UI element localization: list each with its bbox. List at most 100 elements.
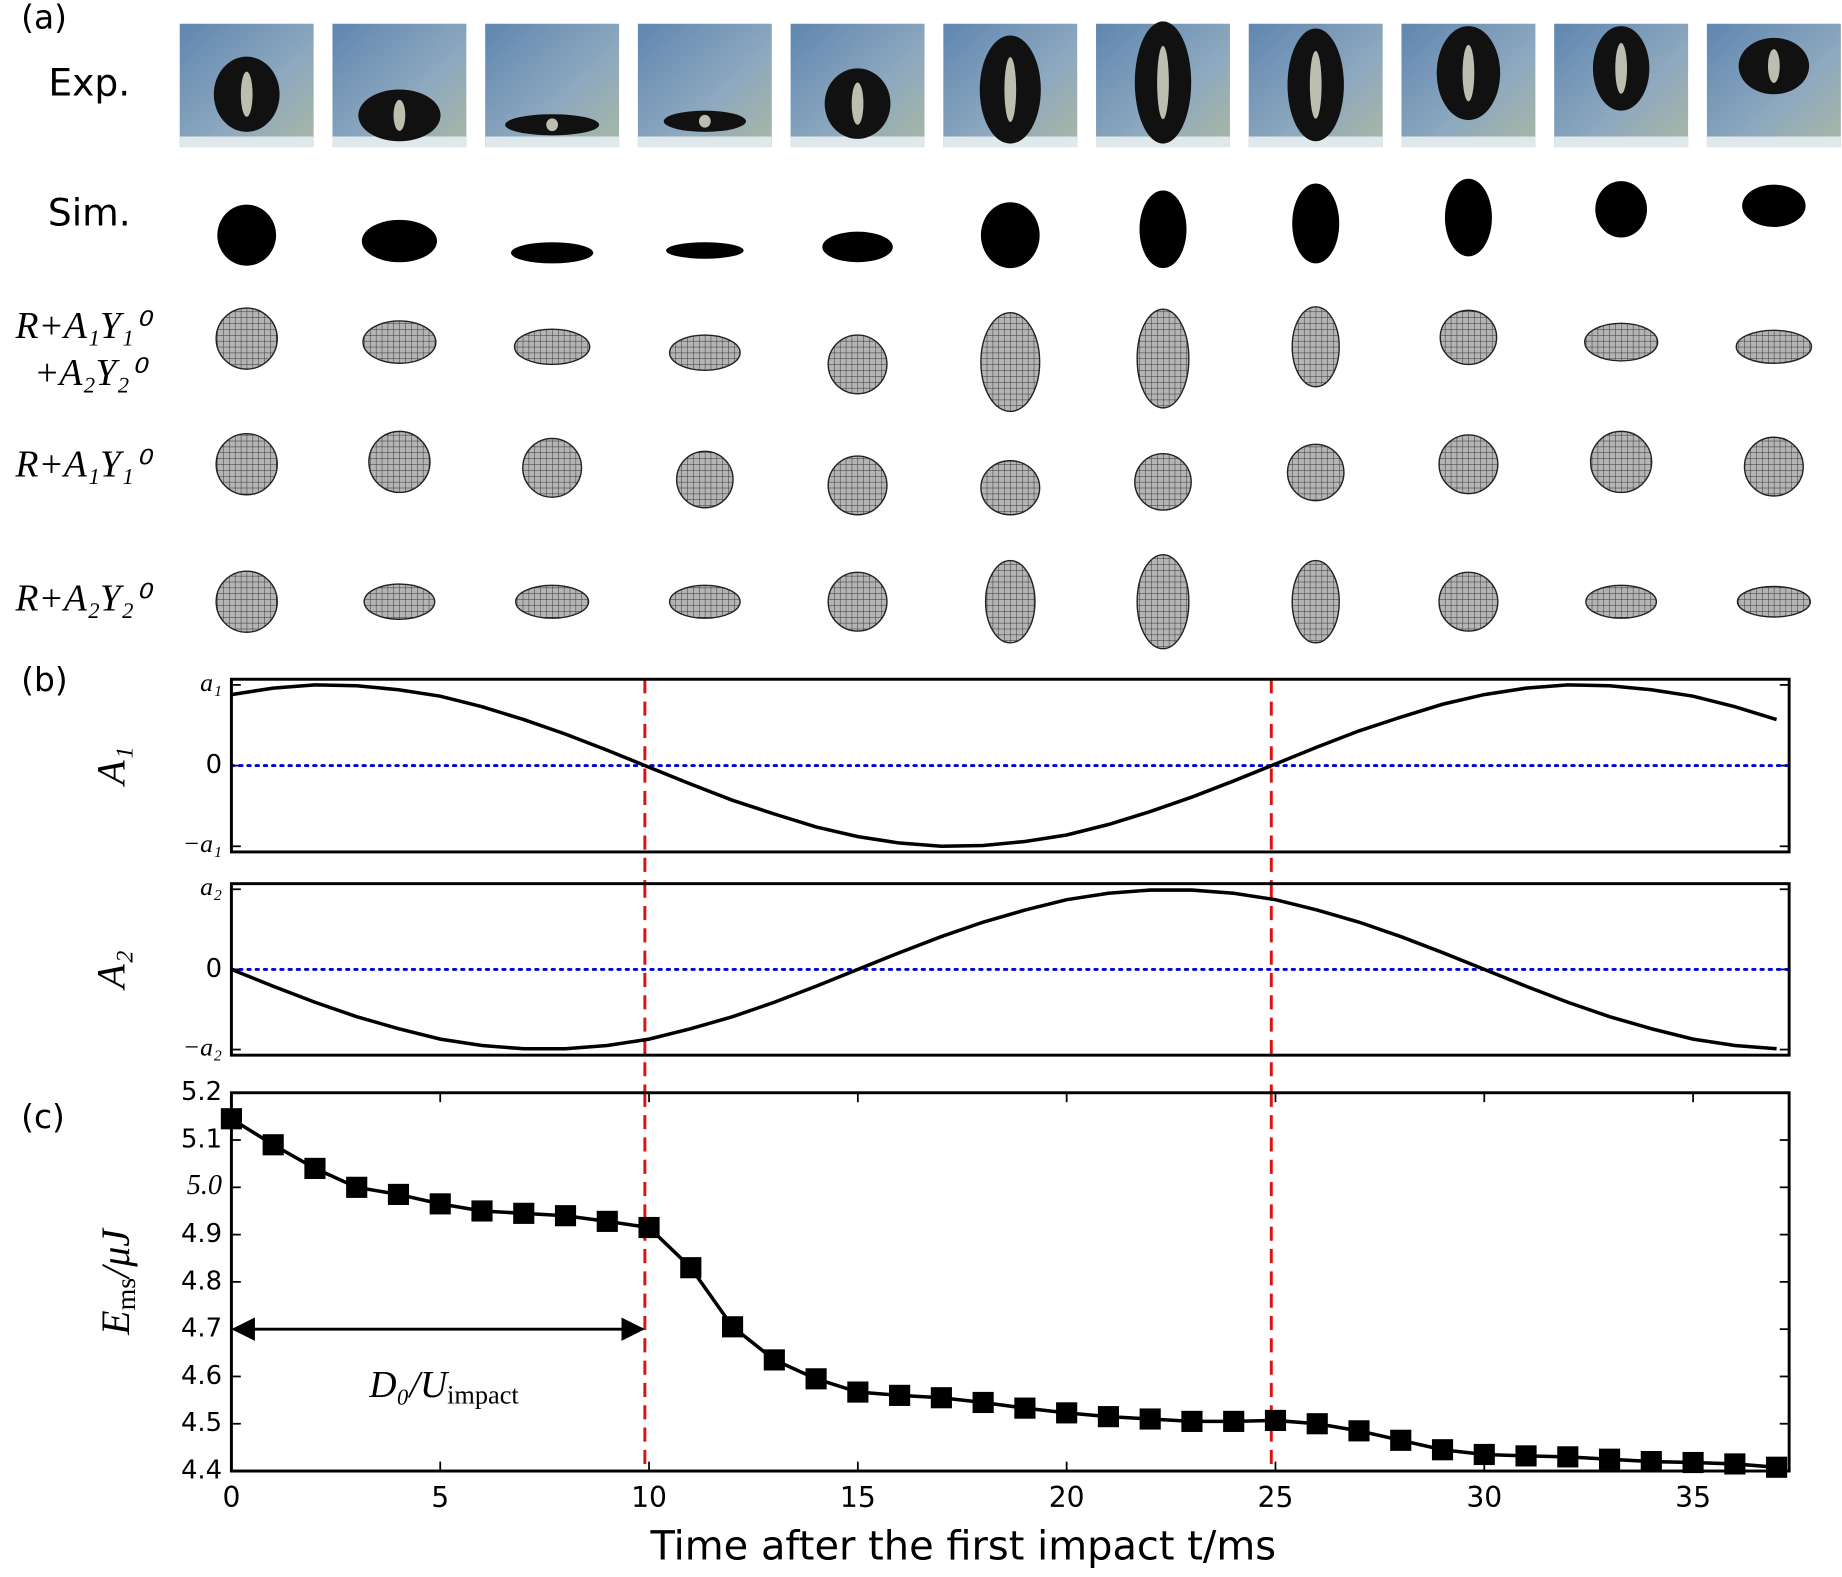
data-point	[429, 1193, 451, 1215]
y-tick-label: 4.4	[181, 1456, 222, 1486]
data-point	[1431, 1439, 1454, 1461]
data-point	[805, 1368, 827, 1390]
x-tick-label: 10	[631, 1481, 667, 1514]
sim-drop	[822, 231, 893, 263]
y-tick-label: −a₁	[183, 829, 222, 858]
photo-highlight	[393, 99, 406, 131]
data-point	[1097, 1406, 1119, 1428]
data-point	[1515, 1445, 1537, 1467]
data-point	[1473, 1443, 1495, 1466]
data-point	[1598, 1448, 1621, 1470]
y-axis-label: A₁	[88, 746, 133, 787]
data-point	[1056, 1402, 1078, 1424]
data-line	[230, 1117, 1777, 1470]
spheroid	[363, 583, 436, 621]
data-point	[763, 1349, 785, 1371]
sim-drop	[511, 242, 594, 264]
spheroid	[515, 584, 590, 619]
sim-drop	[1444, 178, 1492, 257]
x-tick-label: 0	[222, 1481, 240, 1514]
photo-substrate	[1706, 136, 1841, 148]
data-point	[721, 1316, 744, 1338]
photo-substrate	[332, 136, 467, 148]
data-point	[889, 1384, 911, 1406]
x-tick-label: 20	[1049, 1481, 1085, 1514]
x-tick-label: 35	[1675, 1481, 1711, 1514]
y-tick-label: 5.2	[181, 1077, 222, 1107]
spheroid	[1439, 309, 1498, 366]
photo-highlight	[851, 82, 864, 125]
photo-highlight	[1462, 44, 1475, 102]
data-point	[1014, 1397, 1036, 1419]
sim-drop	[1139, 190, 1187, 269]
y-axis-label: Ems/μJ	[93, 1227, 143, 1336]
y-tick-label: 5.0	[187, 1170, 222, 1201]
row-label: R+A₁Y₁⁰	[15, 444, 154, 485]
y-tick-label: 4.8	[181, 1266, 222, 1296]
data-point	[1682, 1451, 1704, 1474]
spheroid	[215, 570, 278, 633]
x-axis-label: Time after the first impact t/ms	[650, 1524, 1277, 1570]
photo-substrate	[179, 136, 314, 148]
sim-drop	[666, 242, 744, 259]
spheroid	[827, 571, 888, 632]
data-line	[230, 888, 1777, 1051]
photo-highlight	[1767, 49, 1780, 83]
sim-drop	[980, 202, 1040, 269]
data-point	[1223, 1410, 1245, 1432]
spheroid	[980, 312, 1041, 413]
x-tick-label: 30	[1466, 1481, 1502, 1514]
spheroid	[668, 334, 741, 371]
plot-frame	[229, 1091, 1791, 1473]
spheroid	[1291, 306, 1340, 388]
annotation-label: D₀/Uimpact	[368, 1365, 519, 1410]
y-tick-label: 4.7	[181, 1314, 222, 1344]
sim-drop	[1292, 183, 1340, 264]
data-point	[387, 1183, 410, 1205]
spheroid	[1735, 329, 1813, 364]
row-label: R+A₂Y₂⁰	[15, 578, 154, 619]
photo-substrate	[790, 136, 925, 148]
data-point	[638, 1216, 660, 1239]
spheroid	[1589, 430, 1653, 494]
y-tick-label: 4.6	[181, 1361, 222, 1391]
spheroid	[668, 584, 741, 619]
data-point	[1348, 1420, 1370, 1442]
spheroid	[362, 320, 437, 364]
photo-highlight	[698, 114, 711, 128]
spheroid	[1136, 308, 1190, 409]
data-point	[1640, 1450, 1662, 1473]
spheroid	[215, 433, 278, 496]
spheroid	[827, 334, 888, 395]
y-tick-label: a₁	[200, 668, 222, 697]
row-label: R+A₁Y₁⁰	[15, 306, 154, 347]
y-tick-label: 0	[206, 750, 222, 780]
y-tick-label: 5.1	[181, 1125, 222, 1155]
photo-substrate	[1554, 136, 1689, 148]
y-tick-label: a₂	[200, 872, 222, 901]
data-point	[596, 1210, 618, 1232]
x-tick-label: 5	[431, 1481, 449, 1514]
y-label-subscript: ms	[112, 1278, 143, 1311]
row-label: +A₂Y₂⁰	[34, 353, 149, 394]
photo-highlight	[1004, 57, 1017, 122]
y-tick-label: 0	[206, 954, 222, 984]
row-label: Exp.	[48, 60, 130, 104]
spheroid	[513, 328, 591, 366]
spheroid	[1438, 434, 1499, 495]
photo-substrate	[485, 136, 620, 148]
sim-drop	[1595, 181, 1647, 238]
plot-frame	[229, 882, 1791, 1057]
spheroid	[1136, 554, 1190, 650]
spheroid	[827, 455, 888, 516]
photo-highlight	[546, 118, 559, 132]
data-point	[972, 1391, 994, 1414]
data-line	[231, 683, 1778, 849]
data-point	[930, 1387, 952, 1409]
x-tick-label: 15	[840, 1481, 876, 1514]
data-point	[1724, 1453, 1746, 1475]
data-point	[1306, 1413, 1328, 1435]
spheroid	[1134, 452, 1192, 511]
spheroid	[368, 430, 431, 494]
